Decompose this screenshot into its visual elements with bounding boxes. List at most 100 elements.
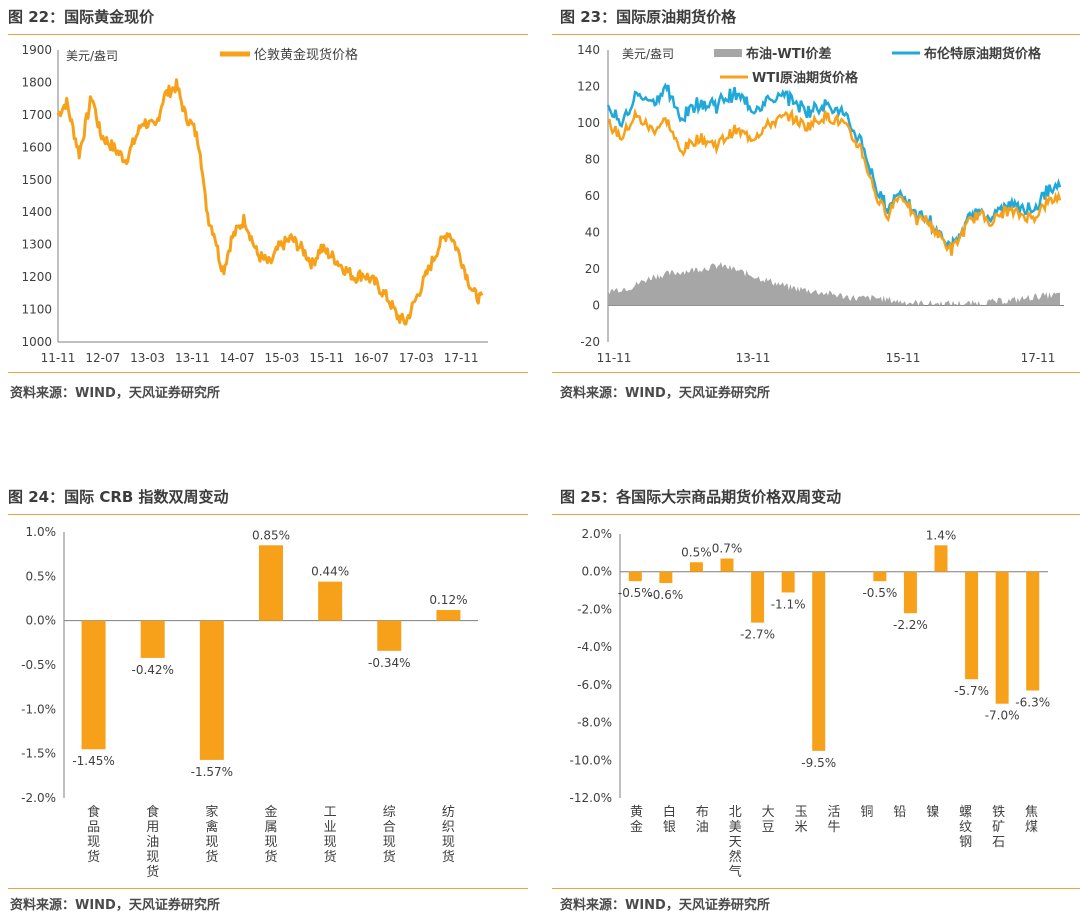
bar	[965, 571, 979, 680]
unit-label: 美元/盎司	[622, 47, 674, 61]
y-tick-label: -6.0%	[577, 678, 612, 692]
oil-price-chart: -20 0 20 40 60 80 100 120 140 11-11 13-11 15-11 17-1…	[577, 43, 1064, 365]
bar	[377, 620, 402, 651]
title-rule	[552, 34, 1080, 35]
bottom-rule	[8, 888, 528, 889]
category-label: 螺纹钢	[959, 805, 972, 850]
x-tick-label: 13-03	[130, 351, 165, 365]
bar	[689, 562, 703, 572]
y-tick-label: 1700	[21, 108, 52, 122]
x-tick-label: 16-07	[354, 351, 389, 365]
category-label: 活牛	[827, 805, 840, 835]
data-label: -6.3%	[1015, 696, 1050, 710]
category-label: 大豆	[762, 805, 775, 835]
y-tick-label: 0.0%	[582, 565, 613, 579]
y-tick-label: 100	[577, 116, 600, 130]
legend-label: 布伦特原油期货价格	[924, 46, 1042, 62]
panel-gold: 图 22：国际黄金现价 资料来源：WIND，天风证券研究所	[8, 4, 528, 414]
data-label: -9.5%	[801, 756, 836, 770]
bar	[259, 545, 283, 621]
legend-label: WTI原油期货价格	[752, 70, 859, 86]
y-tick-label: 1200	[21, 270, 52, 284]
x-tick-label: 11-11	[41, 351, 76, 365]
y-tick-label: 1.0%	[26, 525, 57, 539]
x-tick-label: 15-03	[265, 351, 300, 365]
x-tick-label: 15-11	[309, 351, 344, 365]
spread-area	[608, 261, 1060, 306]
y-tick-label: -10.0%	[570, 753, 612, 767]
category-label: 黄金	[630, 805, 643, 835]
y-tick-label: 1600	[21, 140, 52, 154]
legend-label: 布油-WTI价差	[746, 46, 831, 62]
category-label: 白银	[663, 804, 676, 835]
y-tick-label: 40	[585, 226, 600, 240]
bar	[436, 610, 461, 621]
bar	[199, 620, 224, 760]
y-tick-label: 0	[592, 299, 600, 313]
data-label: -5.7%	[954, 684, 989, 698]
gold-price-chart: 1000 1100 1200 1300 1400 1500 1600 1700 1800 1900…	[21, 43, 488, 365]
data-label: -1.57%	[191, 765, 233, 779]
y-tick-label: 1500	[21, 173, 52, 187]
wti-price-line	[607, 107, 1062, 256]
category-label: 综合现货	[383, 805, 396, 865]
data-label: 0.12%	[429, 593, 467, 607]
bar	[628, 571, 642, 582]
bottom-rule	[552, 372, 1080, 373]
bar	[659, 571, 673, 584]
data-label: -7.0%	[985, 709, 1020, 723]
panel-title: 图 25：各国际大宗商品期货价格双周变动	[560, 488, 842, 506]
category-label: 家禽现货	[205, 804, 218, 865]
bar	[934, 545, 948, 572]
data-label: -0.6%	[648, 588, 683, 602]
bar	[1026, 571, 1040, 691]
y-tick-label: -0.5%	[21, 658, 56, 672]
category-label: 工业现货	[324, 805, 337, 865]
data-label: -0.34%	[368, 656, 410, 670]
title-rule	[8, 34, 528, 35]
category-label: 铁矿石	[992, 805, 1005, 850]
bar	[995, 571, 1009, 704]
category-label: 纺织现货	[442, 805, 455, 865]
y-tick-label: 1400	[21, 205, 52, 219]
y-tick-label: 60	[585, 189, 600, 203]
data-label: 0.7%	[712, 542, 743, 556]
category-label: 镍	[926, 805, 939, 820]
x-tick-label: 17-11	[1021, 351, 1056, 365]
commodity-change-chart: 2.0% 0.0% -2.0% -4.0% -6.0% -8.0% -10.0% -12.0%…	[570, 527, 1051, 880]
source-note: 资料来源：WIND，天风证券研究所	[10, 898, 220, 913]
y-tick-label: -2.0%	[577, 602, 612, 616]
y-tick-label: 1300	[21, 238, 52, 252]
bar	[873, 571, 887, 582]
source-note: 资料来源：WIND，天风证券研究所	[560, 898, 770, 913]
y-tick-label: 0.0%	[26, 614, 57, 628]
bottom-rule	[552, 888, 1080, 889]
y-tick-label: -4.0%	[577, 640, 612, 654]
category-label: 北美天然气	[729, 805, 742, 880]
x-tick-label: 17-11	[444, 351, 479, 365]
x-tick-label: 13-11	[175, 351, 210, 365]
y-tick-label: -2.0%	[21, 791, 56, 805]
panel-title: 图 24：国际 CRB 指数双周变动	[8, 488, 229, 506]
category-label: 铅	[893, 805, 906, 820]
gold-price-line	[56, 78, 484, 326]
bar	[781, 571, 795, 593]
bar	[903, 571, 917, 614]
legend-label: 伦敦黄金现货价格	[254, 47, 358, 63]
x-tick-label: 15-11	[886, 351, 921, 365]
y-tick-label: 1000	[21, 335, 52, 349]
y-tick-label: 1100	[21, 303, 52, 317]
data-label: -2.2%	[893, 618, 928, 632]
bar	[720, 558, 734, 572]
x-tick-label: 14-07	[220, 351, 255, 365]
x-tick-label: 17-03	[399, 351, 434, 365]
y-tick-label: 140	[577, 43, 600, 57]
y-tick-label: -8.0%	[577, 716, 612, 730]
bar	[751, 571, 765, 623]
category-label: 布油	[696, 805, 709, 835]
crb-change-chart: 1.0% 0.5% 0.0% -0.5% -1.0% -1.5% -2.0% -1.45% -0…	[21, 525, 478, 880]
y-tick-label: 1800	[21, 75, 52, 89]
category-label: 金属现货	[264, 804, 277, 865]
y-tick-label: 80	[585, 153, 600, 167]
data-label: -2.7%	[740, 628, 775, 642]
